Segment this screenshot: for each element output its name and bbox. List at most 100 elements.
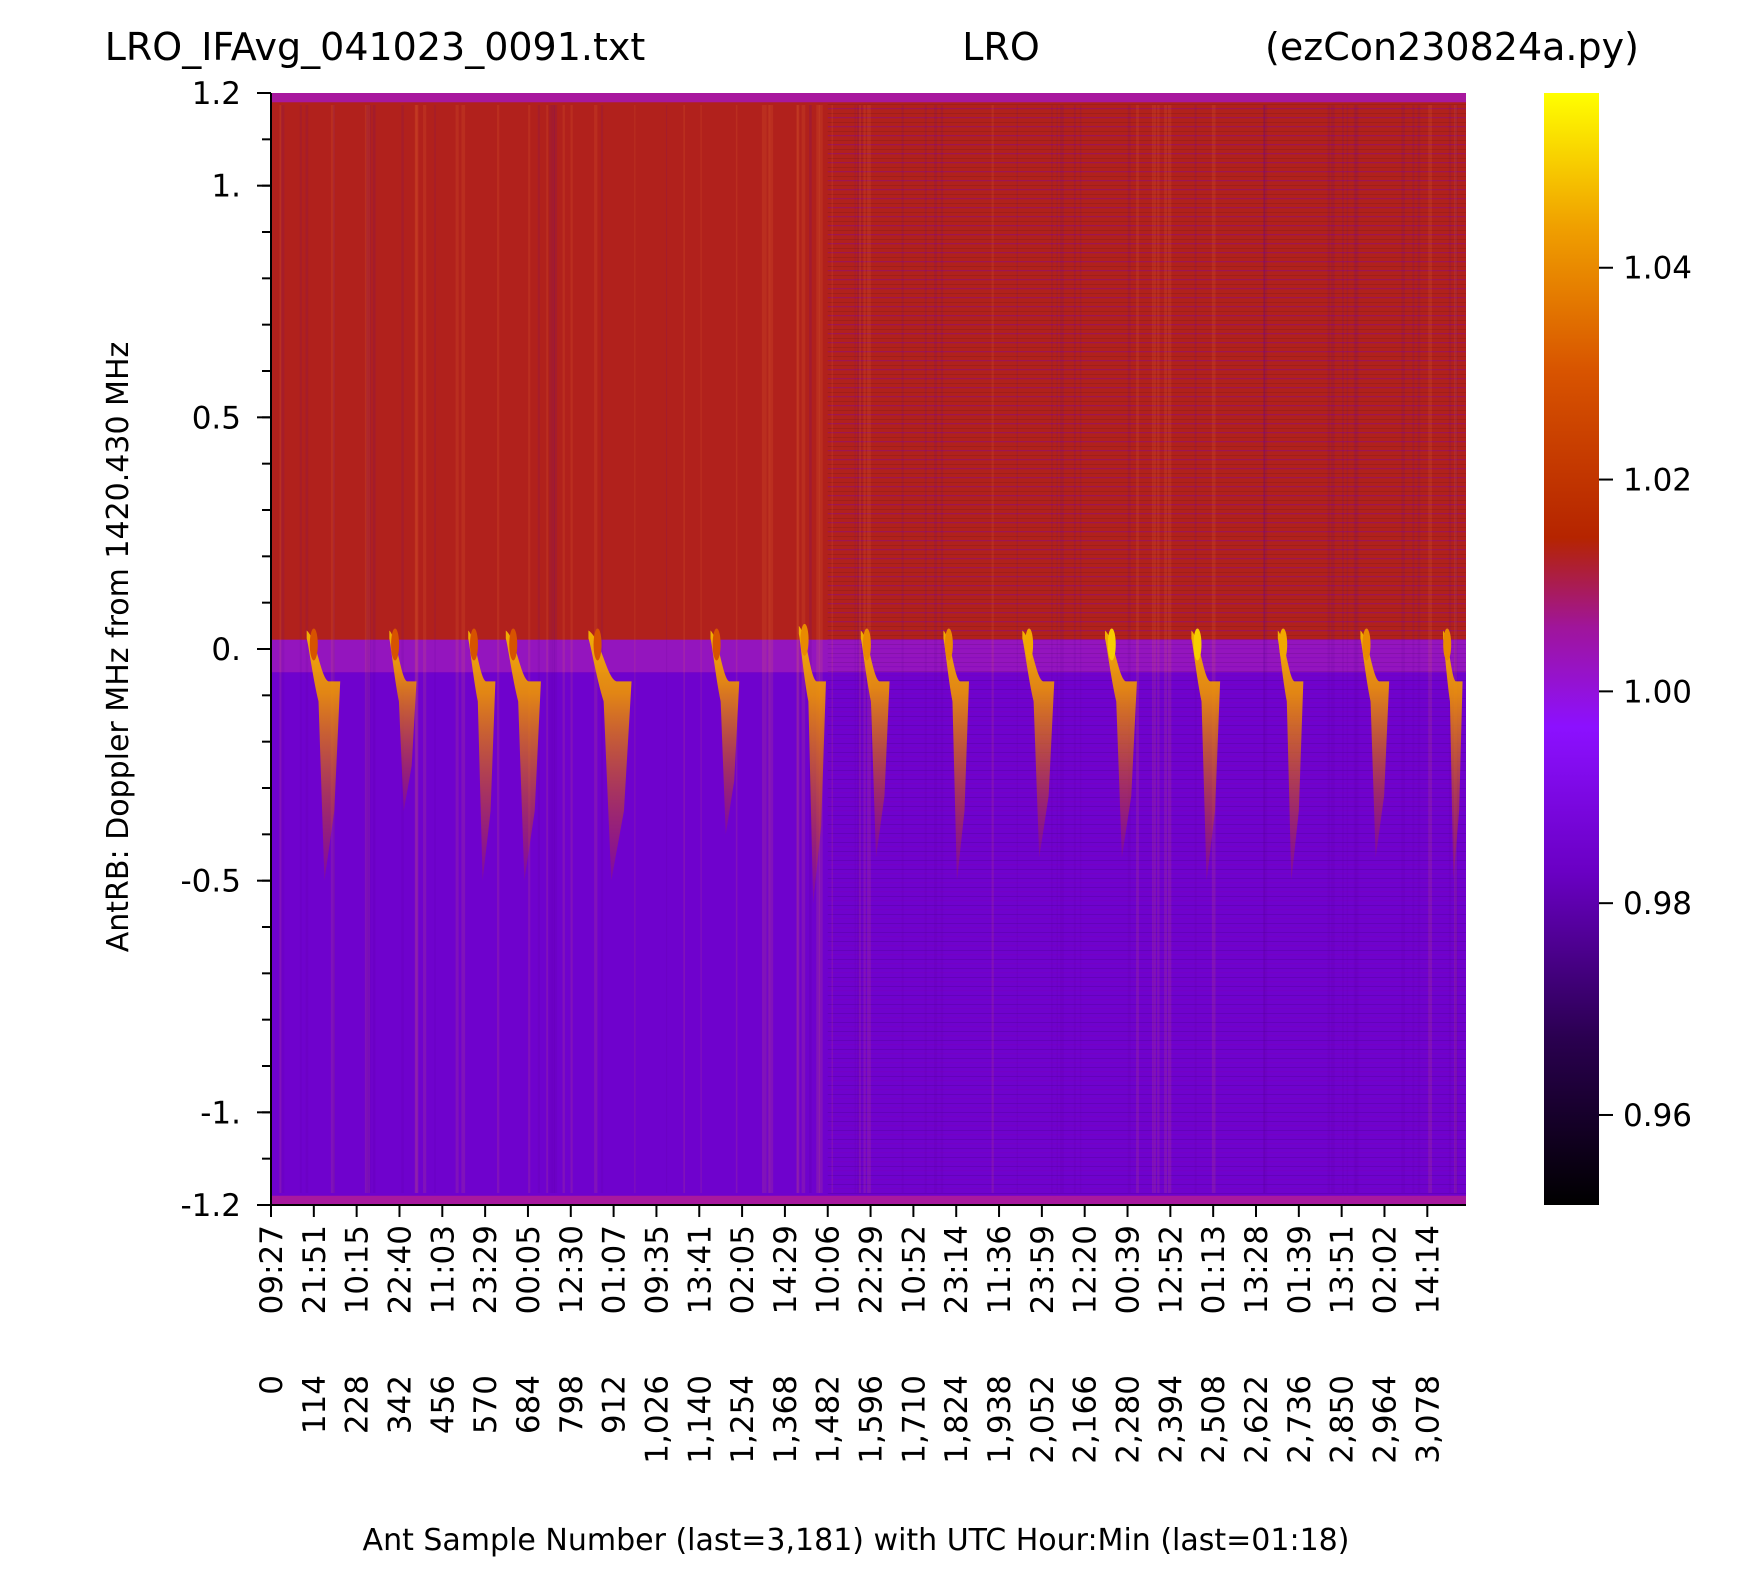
texture-line xyxy=(332,105,335,1193)
texture-line xyxy=(991,105,994,1193)
texture-line xyxy=(1056,105,1058,1193)
x-tick-time-label: 14:14 xyxy=(1410,1225,1446,1314)
x-tick-time-label: 11:03 xyxy=(425,1225,461,1314)
y-tick-label: -1. xyxy=(200,1095,241,1131)
texture-line xyxy=(370,105,372,1193)
texture-line xyxy=(434,105,436,1193)
texture-line xyxy=(1016,105,1018,1193)
texture-line xyxy=(1330,105,1335,1193)
x-tick-time-label: 10:52 xyxy=(896,1225,932,1314)
x-tick-sample-label: 1,710 xyxy=(896,1375,932,1464)
x-tick-sample-label: 2,052 xyxy=(1025,1375,1061,1464)
x-tick-time-label: 01:39 xyxy=(1282,1225,1318,1314)
x-tick-time-label: 09:35 xyxy=(639,1225,675,1314)
texture-line xyxy=(461,105,466,1193)
x-tick-time-label: 00:05 xyxy=(511,1225,547,1314)
texture-line xyxy=(497,105,500,1193)
y-tick-label: -1.2 xyxy=(181,1188,242,1224)
texture-line xyxy=(528,105,531,1193)
x-tick-sample-label: 0 xyxy=(254,1375,290,1395)
texture-line xyxy=(1454,105,1458,1193)
doppler-streak-head-11 xyxy=(1193,628,1202,661)
doppler-streak-head-10 xyxy=(1107,628,1116,661)
texture-line xyxy=(537,105,540,1193)
texture-line xyxy=(570,105,573,1193)
x-tick-sample-label: 2,964 xyxy=(1367,1375,1403,1464)
doppler-streak-head-3 xyxy=(509,628,518,661)
texture-line xyxy=(423,105,427,1193)
x-tick-sample-label: 1,254 xyxy=(725,1375,761,1464)
colorbar-tick-label: 1.00 xyxy=(1623,674,1692,710)
x-tick-sample-label: 570 xyxy=(468,1375,504,1434)
texture-line xyxy=(857,105,860,1193)
doppler-streak-4 xyxy=(588,630,632,881)
x-tick-time-label: 09:27 xyxy=(254,1225,290,1314)
texture-line xyxy=(763,105,767,1193)
doppler-streak-head-2 xyxy=(469,628,478,661)
texture-line xyxy=(562,105,565,1193)
texture-line xyxy=(1263,105,1266,1193)
x-tick-sample-label: 2,850 xyxy=(1325,1375,1361,1464)
y-tick-label: 1.2 xyxy=(192,76,241,112)
texture-line xyxy=(901,105,904,1193)
texture-line xyxy=(634,105,636,1193)
x-tick-sample-label: 2,280 xyxy=(1111,1375,1147,1464)
x-tick-time-label: 23:59 xyxy=(1025,1225,1061,1314)
texture-line xyxy=(924,105,927,1193)
x-tick-sample-label: 1,368 xyxy=(768,1375,804,1464)
x-tick-sample-label: 456 xyxy=(425,1375,461,1434)
doppler-streak-6 xyxy=(798,625,826,904)
texture-line xyxy=(861,105,863,1193)
texture-line xyxy=(1346,105,1349,1193)
texture-line xyxy=(1152,105,1154,1193)
texture-line xyxy=(1417,105,1421,1193)
texture-line xyxy=(1060,105,1064,1193)
texture-line xyxy=(1263,105,1265,1193)
doppler-streak-head-7 xyxy=(862,628,871,661)
texture-line xyxy=(551,105,555,1193)
doppler-streak-9 xyxy=(1022,630,1055,858)
title-left: LRO_IFAvg_041023_0091.txt xyxy=(105,25,646,69)
doppler-streak-13 xyxy=(1360,630,1390,858)
texture-line xyxy=(549,105,553,1193)
doppler-streak-2 xyxy=(468,630,496,881)
texture-line xyxy=(940,105,944,1193)
texture-line xyxy=(683,105,685,1193)
texture-line xyxy=(796,105,799,1193)
x-tick-sample-label: 342 xyxy=(382,1375,418,1434)
texture-line xyxy=(767,105,771,1193)
texture-line xyxy=(330,105,335,1193)
texture-line xyxy=(831,105,833,1193)
x-tick-time-label: 12:30 xyxy=(554,1225,590,1314)
y-tick-label: 0.5 xyxy=(192,400,241,436)
doppler-streak-head-0 xyxy=(309,628,318,661)
x-tick-time-label: 01:07 xyxy=(597,1225,633,1314)
texture-line xyxy=(797,105,799,1193)
colorbar-tick-label: 1.04 xyxy=(1623,251,1692,287)
y-tick-label: 0. xyxy=(211,632,241,668)
x-tick-time-label: 01:13 xyxy=(1196,1225,1232,1314)
x-tick-time-label: 12:20 xyxy=(1068,1225,1104,1314)
x-tick-sample-label: 2,394 xyxy=(1153,1375,1189,1464)
texture-line xyxy=(600,105,604,1193)
doppler-streak-head-12 xyxy=(1279,628,1288,661)
texture-line xyxy=(1401,105,1405,1193)
x-tick-sample-label: 2,736 xyxy=(1282,1375,1318,1464)
texture-line xyxy=(666,105,668,1193)
doppler-streak-8 xyxy=(943,630,969,881)
x-tick-time-label: 13:28 xyxy=(1239,1225,1275,1314)
texture-line xyxy=(1211,105,1216,1193)
x-tick-time-label: 14:29 xyxy=(768,1225,804,1314)
texture-line xyxy=(368,105,370,1193)
texture-line xyxy=(854,105,856,1193)
texture-line xyxy=(809,105,811,1193)
colorbar-tick-label: 0.98 xyxy=(1623,886,1692,922)
doppler-streak-3 xyxy=(505,630,541,881)
colorbar-tick-label: 0.96 xyxy=(1623,1098,1692,1134)
x-tick-time-label: 23:14 xyxy=(939,1225,975,1314)
x-tick-time-label: 11:36 xyxy=(982,1225,1018,1314)
doppler-streak-head-5 xyxy=(712,628,721,661)
x-tick-time-label: 22:29 xyxy=(854,1225,890,1314)
x-tick-sample-label: 2,166 xyxy=(1068,1375,1104,1464)
